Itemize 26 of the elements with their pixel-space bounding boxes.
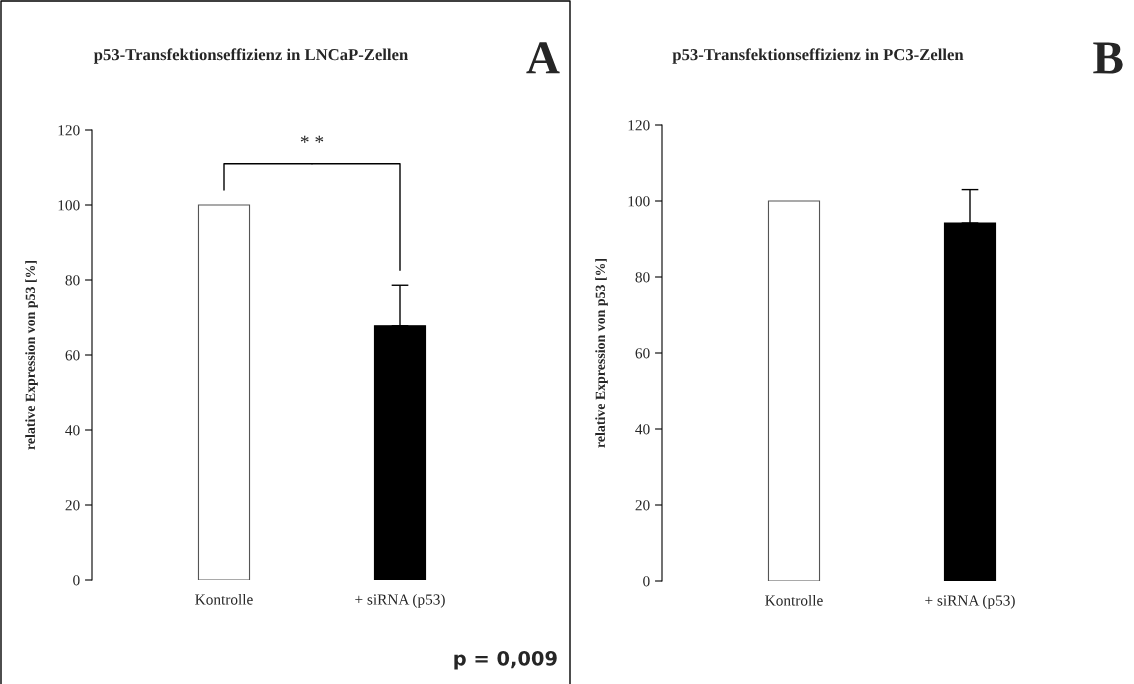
y-tick-label: 80: [65, 275, 80, 286]
y-tick-label: 0: [643, 576, 650, 587]
y-tick-label: 80: [635, 272, 650, 283]
text: A: [526, 42, 560, 74]
chart-title: p53-Transfektionseffizienz in LNCaP-Zellen: [93, 48, 408, 64]
text: B: [1093, 42, 1123, 74]
y-tick-label: 60: [635, 348, 650, 359]
annotation: * *: [300, 135, 324, 143]
y-tick-label: 60: [65, 350, 80, 361]
x-tick-label: + siRNA (p53): [355, 593, 445, 608]
x-tick-label: Kontrolle: [195, 593, 253, 605]
y-axis-title: relative Expression von p53 [%]: [595, 258, 608, 448]
y-tick-label: 120: [58, 125, 80, 136]
chart-title: p53-Transfektionseffizienz in PC3-Zellen: [672, 48, 964, 64]
y-tick-label: 100: [58, 200, 80, 211]
y-tick-label: 20: [635, 500, 650, 511]
y-tick-label: 0: [73, 575, 80, 586]
y-tick-label: 120: [628, 120, 650, 131]
x-tick-label: Kontrolle: [765, 594, 823, 606]
y-tick-label: 20: [65, 500, 80, 511]
y-tick-label: 100: [628, 196, 650, 207]
text: p = 0,009: [454, 650, 557, 670]
x-tick-label: + siRNA (p53): [925, 594, 1015, 609]
y-axis-title: relative Expression von p53 [%]: [25, 260, 38, 450]
y-tick-label: 40: [635, 424, 650, 435]
y-tick-label: 40: [65, 425, 80, 436]
